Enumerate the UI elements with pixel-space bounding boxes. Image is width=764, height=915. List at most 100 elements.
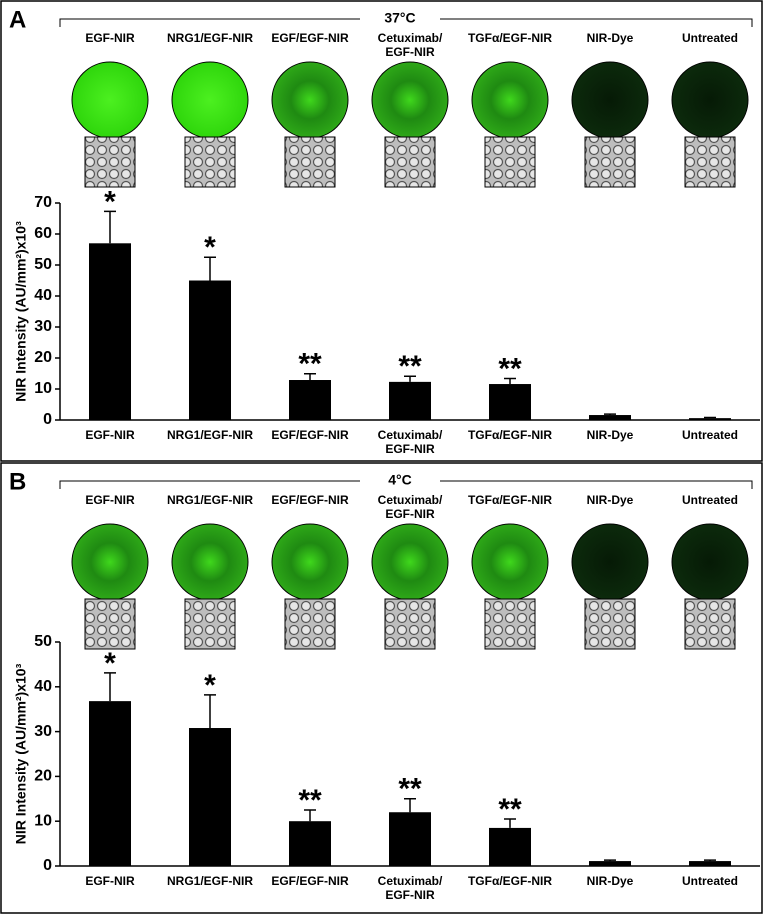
bar	[189, 280, 231, 420]
bar	[289, 821, 331, 866]
bar	[689, 861, 731, 866]
micrograph	[484, 598, 536, 650]
error-bar	[604, 413, 616, 416]
bar	[189, 728, 231, 866]
x-tick-label: Untreated	[681, 428, 738, 442]
well-label: Cetuximab/ EGF-NIR	[377, 493, 443, 521]
bar	[589, 415, 631, 420]
bar	[489, 384, 531, 420]
y-tick-label: 70	[34, 194, 52, 211]
well-label: NIR-Dye	[586, 31, 634, 45]
title-bg	[360, 11, 440, 27]
well-image	[271, 61, 349, 139]
y-tick-label: 60	[34, 225, 52, 242]
micrograph	[484, 136, 536, 188]
well-image	[171, 523, 249, 601]
micrograph	[584, 136, 636, 188]
x-tick-label: TGFα/EGF-NIR	[467, 428, 553, 442]
well-label: Cetuximab/ EGF-NIR	[377, 31, 443, 59]
bar	[489, 827, 531, 866]
y-tick-label: 40	[34, 678, 52, 695]
well-label: Untreated	[681, 31, 738, 45]
well-image	[671, 61, 749, 139]
micrograph	[84, 598, 136, 650]
well-image	[71, 61, 149, 139]
error-bar	[204, 256, 216, 281]
error-bar	[704, 859, 716, 862]
well-label: EGF-NIR	[85, 493, 135, 507]
error-bar	[304, 373, 316, 381]
well-image	[371, 523, 449, 601]
x-tick-label: EGF/EGF-NIR	[271, 428, 349, 442]
micrograph	[684, 136, 736, 188]
well-label: EGF-NIR	[85, 31, 135, 45]
well-image	[471, 523, 549, 601]
significance-mark: **	[398, 350, 422, 383]
micrograph	[384, 136, 436, 188]
micrograph	[184, 136, 236, 188]
panel-border	[0, 462, 763, 914]
well-label: NIR-Dye	[586, 493, 634, 507]
bar	[89, 243, 131, 420]
x-tick-label: NIR-Dye	[586, 428, 634, 442]
error-bar	[504, 818, 516, 828]
micrograph	[284, 136, 336, 188]
x-tick-label: NRG1/EGF-NIR	[166, 428, 253, 442]
error-bar	[404, 375, 416, 382]
significance-mark: *	[104, 185, 116, 218]
x-tick-label: EGF/EGF-NIR	[271, 874, 349, 888]
y-tick-label: 30	[34, 318, 52, 335]
well-label: NRG1/EGF-NIR	[166, 31, 253, 45]
y-axis-label: NIR Intensity (AU/mm²)x10³	[13, 663, 29, 844]
y-tick-label: 10	[34, 380, 52, 397]
well-label: EGF/EGF-NIR	[271, 31, 349, 45]
well-label: TGFα/EGF-NIR	[467, 31, 553, 45]
y-tick-label: 20	[34, 349, 52, 366]
bar	[89, 701, 131, 866]
well-image	[271, 523, 349, 601]
well-image	[671, 523, 749, 601]
well-image	[171, 61, 249, 139]
well-image	[571, 61, 649, 139]
error-bar	[104, 672, 116, 702]
error-bar	[204, 694, 216, 729]
significance-mark: **	[498, 352, 522, 385]
y-tick-label: 10	[34, 812, 52, 829]
chart-title: 37°C	[384, 10, 415, 26]
y-tick-label: 50	[34, 633, 52, 650]
significance-mark: **	[498, 793, 522, 826]
chart-title: 4°C	[388, 472, 412, 488]
x-tick-label: TGFα/EGF-NIR	[467, 874, 553, 888]
y-tick-label: 50	[34, 256, 52, 273]
significance-mark: **	[298, 348, 322, 381]
significance-mark: *	[204, 669, 216, 702]
panel-letter: B	[9, 468, 26, 495]
micrograph	[684, 598, 736, 650]
title-bg	[360, 473, 440, 489]
y-tick-label: 0	[43, 411, 52, 428]
error-bar	[604, 859, 616, 862]
panel-border	[0, 0, 763, 462]
y-tick-label: 30	[34, 723, 52, 740]
significance-mark: *	[204, 231, 216, 264]
panel-letter: A	[9, 6, 26, 33]
x-tick-label: NRG1/EGF-NIR	[166, 874, 253, 888]
well-label: NRG1/EGF-NIR	[166, 493, 253, 507]
bar	[289, 380, 331, 420]
y-tick-label: 0	[43, 857, 52, 874]
error-bar	[104, 210, 116, 244]
x-tick-label: Cetuximab/ EGF-NIR	[377, 874, 443, 902]
error-bar	[704, 416, 716, 419]
error-bar	[504, 377, 516, 385]
y-tick-label: 40	[34, 287, 52, 304]
x-tick-label: NIR-Dye	[586, 874, 634, 888]
well-image	[71, 523, 149, 601]
well-image	[571, 523, 649, 601]
x-tick-label: Untreated	[681, 874, 738, 888]
well-label: Untreated	[681, 493, 738, 507]
bar	[689, 418, 731, 420]
y-axis-label: NIR Intensity (AU/mm²)x10³	[13, 221, 29, 402]
well-image	[371, 61, 449, 139]
